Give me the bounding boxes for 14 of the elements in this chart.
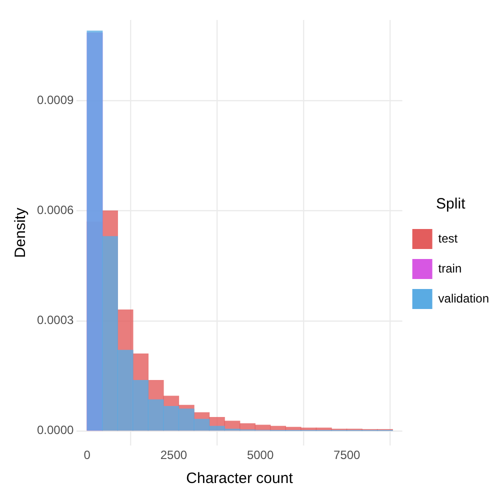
y-tick-label: 0.0009 [37,93,74,108]
y-tick-label: 0.0000 [37,423,74,438]
legend-title: Split [436,196,466,213]
x-axis-title: Character count [186,470,294,488]
x-tick-label: 2500 [160,448,188,462]
y-tick-label: 0.0003 [37,313,74,328]
legend-label: test [438,231,458,246]
legend-label: validation [438,291,489,306]
y-axis-title: Density [12,207,30,258]
y-tick-label: 0.0006 [37,203,74,218]
x-tick-label: 7500 [334,448,361,462]
x-tick-label: 5000 [246,448,274,462]
x-tick-label: 0 [84,448,91,462]
legend-label: train [438,261,462,276]
